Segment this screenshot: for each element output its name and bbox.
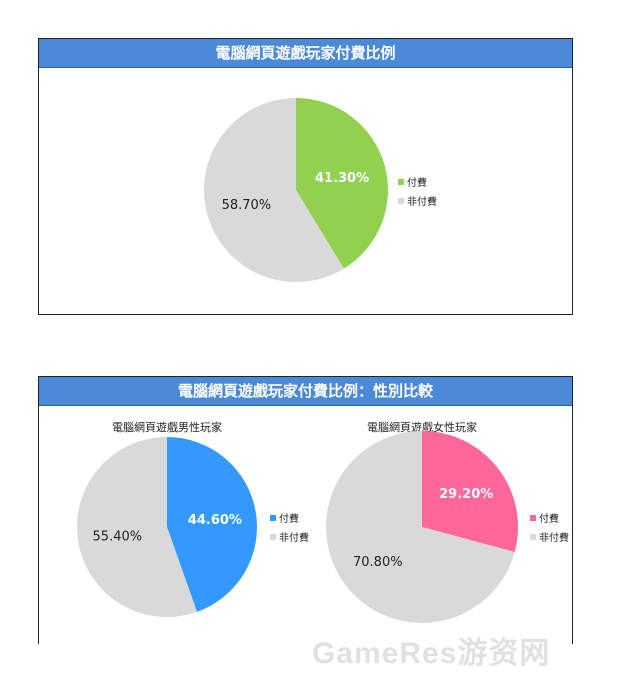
- pie-slice-1-0: [167, 437, 258, 612]
- legend-swatch-0-0: [398, 179, 404, 185]
- data-label-1-1: 55.40%: [93, 530, 143, 545]
- legend-label-0-0: 付費: [407, 176, 427, 189]
- pie-slice-0-0: [296, 98, 389, 269]
- legend-label-1-1: 非付費: [279, 531, 309, 544]
- chart-title-male: 電腦網頁遊戲男性玩家: [112, 421, 222, 434]
- data-label-1-0: 44.60%: [188, 513, 242, 528]
- pie-slice-2-0: [422, 431, 518, 553]
- legend-swatch-1-1: [270, 534, 276, 540]
- chart-title-female: 電腦網頁遊戲女性玩家: [367, 421, 477, 434]
- legend-label-1-0: 付費: [279, 512, 299, 525]
- chart-title: 電腦網頁遊戲玩家付費比例: [39, 39, 572, 68]
- pie-slice-0-1: [204, 98, 344, 282]
- legend-swatch-0-1: [398, 198, 404, 204]
- legend-label-0-1: 非付費: [407, 195, 437, 208]
- data-label-2-0: 29.20%: [439, 487, 493, 502]
- data-label-0-1: 58.70%: [222, 198, 272, 213]
- watermark: GameRes游资网: [312, 637, 551, 670]
- pie-slice-1-1: [77, 437, 197, 617]
- data-label-2-1: 70.80%: [353, 555, 403, 570]
- legend-swatch-2-0: [530, 515, 536, 521]
- legend-label-2-1: 非付費: [539, 531, 569, 544]
- legend-swatch-1-0: [270, 515, 276, 521]
- panel-title: 電腦網頁遊戲玩家付費比例：性別比較: [39, 377, 572, 406]
- pie-slice-2-1: [326, 431, 515, 623]
- legend-swatch-2-1: [530, 534, 536, 540]
- legend-label-2-0: 付費: [539, 512, 559, 525]
- data-label-0-0: 41.30%: [315, 171, 369, 186]
